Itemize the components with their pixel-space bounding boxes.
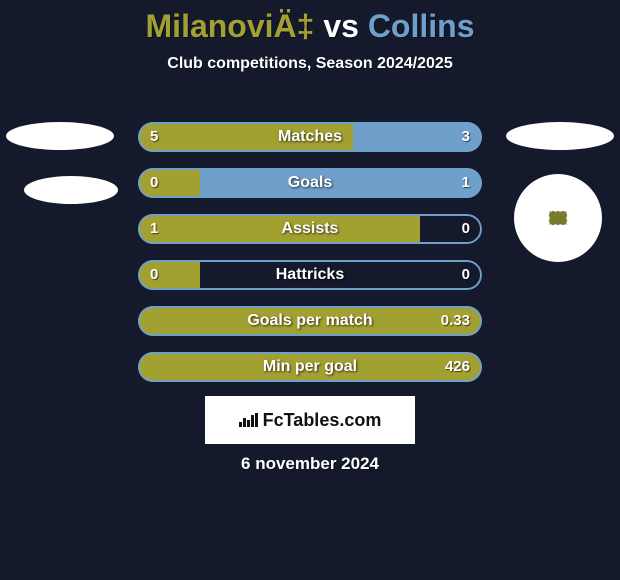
stat-label: Goals per match <box>138 306 482 336</box>
decoration-ellipse <box>6 122 114 150</box>
stat-label: Hattricks <box>138 260 482 290</box>
stat-label: Goals <box>138 168 482 198</box>
decoration-ellipse <box>24 176 118 204</box>
stat-row: 10Assists <box>138 214 482 244</box>
stat-label: Assists <box>138 214 482 244</box>
stat-row: 00Hattricks <box>138 260 482 290</box>
bar-chart-icon <box>239 413 259 427</box>
stat-row: 01Goals <box>138 168 482 198</box>
decoration-circle <box>514 174 602 262</box>
player-right-name: Collins <box>368 8 475 44</box>
decoration-ellipse <box>506 122 614 150</box>
stat-label: Min per goal <box>138 352 482 382</box>
placeholder-icon <box>549 211 567 225</box>
player-left-name: MilanoviÄ‡ <box>146 8 315 44</box>
page-title: MilanoviÄ‡ vs Collins <box>0 0 620 45</box>
stat-row: 53Matches <box>138 122 482 152</box>
stat-row: 426Min per goal <box>138 352 482 382</box>
stats-container: 53Matches 01Goals 10Assists 00Hattricks 0.33… <box>138 122 482 398</box>
brand-badge: FcTables.com <box>205 396 415 444</box>
date-text: 6 november 2024 <box>0 454 620 474</box>
stat-label: Matches <box>138 122 482 152</box>
subtitle: Club competitions, Season 2024/2025 <box>0 55 620 73</box>
comparison-infographic: MilanoviÄ‡ vs Collins Club competitions,… <box>0 0 620 580</box>
brand-text: FcTables.com <box>263 410 382 431</box>
vs-text: vs <box>323 8 359 44</box>
stat-row: 0.33Goals per match <box>138 306 482 336</box>
